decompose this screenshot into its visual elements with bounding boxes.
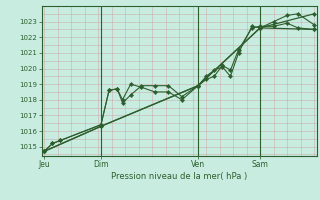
- X-axis label: Pression niveau de la mer( hPa ): Pression niveau de la mer( hPa ): [111, 172, 247, 181]
